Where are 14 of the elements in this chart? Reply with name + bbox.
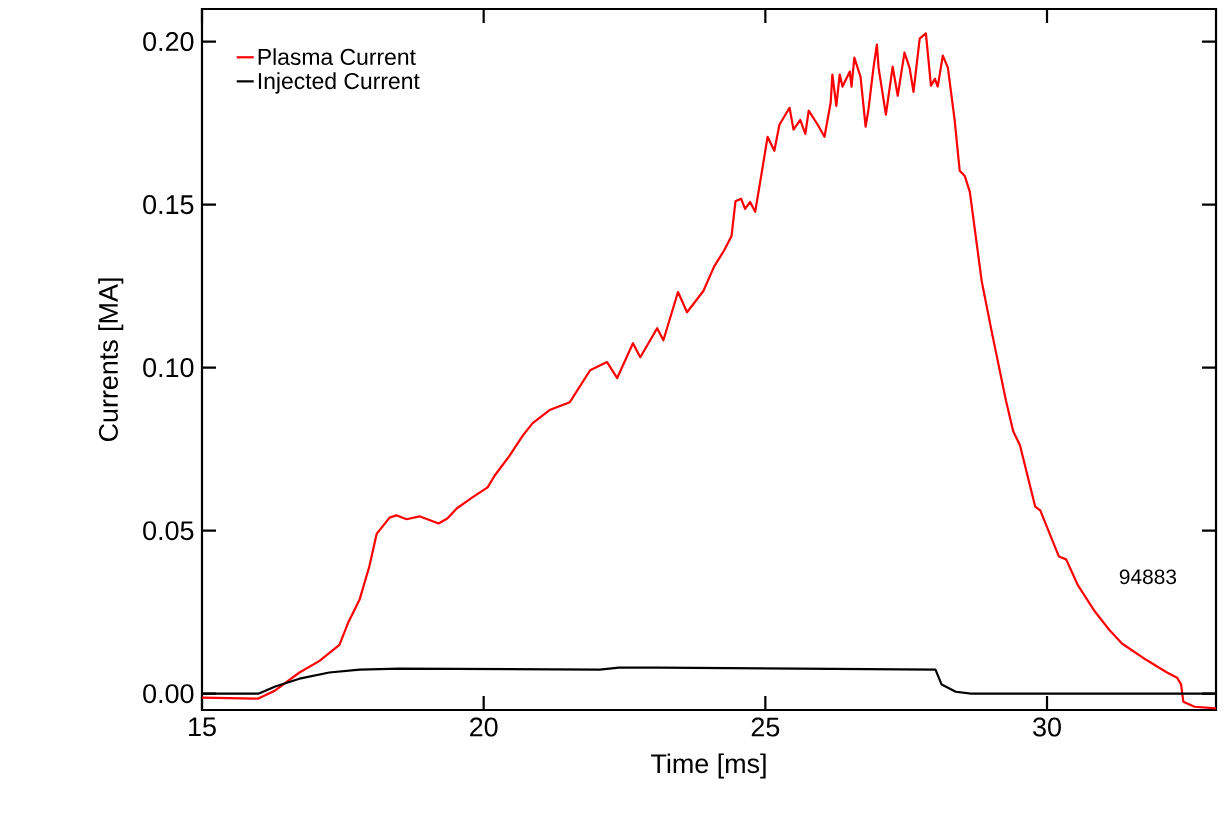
- x-tick-label: 20: [470, 717, 498, 737]
- y-tick-label: 0.10: [143, 358, 194, 378]
- y-tick-label: 0.20: [143, 32, 194, 52]
- y-tick-label: 0.00: [143, 684, 194, 704]
- legend-label: Plasma Current: [258, 48, 416, 66]
- x-axis-title: Time [ms]: [651, 753, 766, 779]
- y-tick-label: 0.15: [143, 195, 194, 215]
- legend-label: Injected Current: [258, 72, 420, 94]
- x-tick-label: 25: [751, 717, 780, 737]
- y-tick-label: 0.05: [143, 521, 194, 541]
- x-tick-label: 15: [189, 717, 216, 737]
- x-tick-label: 30: [1033, 717, 1061, 737]
- annotation: 94883: [1119, 569, 1177, 585]
- y-axis-title: Currents [MA]: [98, 278, 124, 442]
